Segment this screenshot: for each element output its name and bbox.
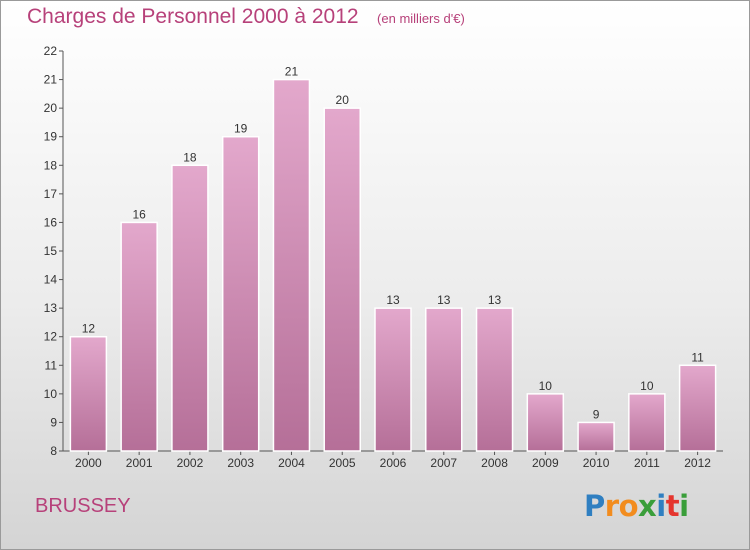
bar-2010 (577, 421, 615, 452)
data-label-2011: 10 (640, 379, 654, 393)
x-tick-label-2003: 2003 (227, 456, 254, 470)
y-tick-label: 16 (44, 215, 58, 229)
x-tick-label-2007: 2007 (430, 456, 457, 470)
data-label-2004: 21 (285, 65, 299, 79)
x-tick-label-2011: 2011 (634, 456, 660, 470)
y-tick-label: 20 (44, 101, 58, 115)
y-tick-label: 11 (45, 358, 58, 372)
data-label-2010: 9 (593, 407, 600, 421)
data-label-2001: 16 (132, 207, 146, 221)
data-label-2009: 10 (539, 379, 553, 393)
y-tick-label: 19 (44, 130, 58, 144)
logo-letter: i (656, 489, 666, 523)
x-tick-label-2006: 2006 (380, 456, 407, 470)
title-row: Charges de Personnel 2000 à 2012 (en mil… (27, 5, 465, 29)
y-tick-label: 10 (44, 387, 58, 401)
x-tick-label-2002: 2002 (177, 456, 204, 470)
bar-2006 (374, 307, 412, 452)
y-tick-label: 22 (44, 44, 58, 58)
logo-letter: i (679, 489, 689, 523)
y-tick-label: 9 (50, 415, 57, 429)
commune-name: BRUSSEY (35, 495, 131, 517)
data-label-2008: 13 (488, 293, 502, 307)
chart-unit: (en milliers d'€) (377, 11, 465, 26)
y-tick-label: 13 (44, 301, 58, 315)
bar-2000 (69, 335, 108, 452)
data-label-2000: 12 (82, 322, 96, 336)
data-label-2005: 20 (336, 93, 350, 107)
x-tick-label-2008: 2008 (481, 456, 508, 470)
bar-2001 (120, 221, 158, 452)
y-tick-label: 17 (44, 187, 58, 201)
x-tick-label-2012: 2012 (684, 456, 711, 470)
bar-2005 (323, 107, 361, 452)
bar-2002 (171, 164, 209, 452)
bar-2003 (221, 135, 260, 452)
bar-2008 (475, 307, 514, 452)
x-tick-label-2010: 2010 (583, 456, 610, 470)
logo-letter: x (638, 489, 657, 523)
bar-2012 (678, 364, 717, 452)
bar-2011 (628, 393, 666, 452)
y-tick-label: 15 (44, 244, 58, 258)
proxiti-logo: Proxiti (584, 489, 689, 523)
y-tick-label: 14 (44, 273, 58, 287)
x-tick-label-2005: 2005 (329, 456, 356, 470)
data-label-2012: 11 (691, 350, 704, 364)
x-tick-label-2004: 2004 (278, 456, 305, 470)
x-tick-label-2000: 2000 (75, 456, 102, 470)
x-tick-label-2001: 2001 (126, 456, 153, 470)
bar-2004 (272, 78, 311, 452)
logo-letter: r (604, 489, 619, 523)
logo-letter: t (665, 489, 680, 523)
chart-title: Charges de Personnel 2000 à 2012 (27, 5, 359, 28)
data-label-2003: 19 (234, 122, 248, 136)
y-tick-label: 8 (50, 444, 57, 458)
bars: 12 16 18 19 21 20 13 13 13 10 9 10 11 (69, 65, 717, 452)
data-label-2002: 18 (183, 150, 197, 164)
bar-2009 (526, 393, 565, 452)
logo-letter: P (584, 489, 605, 523)
y-tick-label: 18 (44, 158, 58, 172)
logo-letter: o (618, 489, 639, 523)
data-label-2006: 13 (386, 293, 400, 307)
bar-2007 (425, 307, 463, 452)
x-tick-label-2009: 2009 (532, 456, 559, 470)
y-tick-label: 12 (44, 330, 58, 344)
y-tick-label: 21 (44, 73, 58, 87)
data-label-2007: 13 (437, 293, 451, 307)
